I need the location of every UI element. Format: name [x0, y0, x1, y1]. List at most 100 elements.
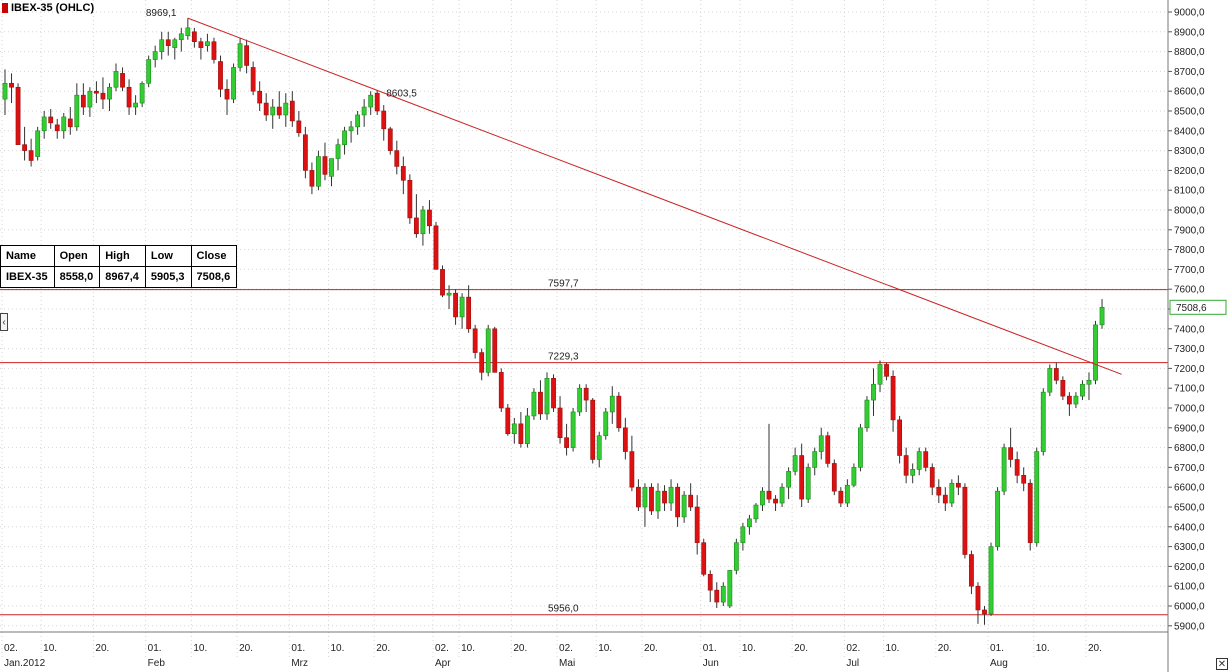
candle [1086, 372, 1092, 401]
candle-body-up [237, 43, 243, 68]
candle [316, 150, 321, 191]
x-tick-label: 10. [598, 643, 612, 654]
candle [551, 374, 556, 412]
candle-body-down [263, 102, 269, 116]
candle-body-down [975, 585, 981, 611]
candle [276, 91, 282, 119]
candle-body-down [276, 106, 282, 116]
x-month-label: Aug [990, 658, 1008, 669]
x-tick-label: 10. [886, 643, 900, 654]
candle [733, 538, 739, 575]
candle [557, 396, 563, 444]
candle-body-up [818, 435, 824, 452]
candle-body-down [413, 217, 419, 235]
info-value-open: 8558,0 [53, 266, 101, 288]
candle-body-down [191, 31, 197, 42]
candle [786, 467, 791, 500]
candle-body-up [159, 39, 165, 52]
candle [472, 324, 478, 359]
candle [133, 95, 138, 115]
candle [80, 83, 86, 115]
candle-body-down [302, 134, 308, 171]
candle [779, 483, 785, 507]
candle-body-up [348, 126, 354, 132]
candle-body-down [694, 506, 700, 543]
x-tick-label: 10. [193, 643, 207, 654]
candle [420, 206, 426, 246]
candle-body-down [688, 494, 694, 508]
candle-body-up [577, 387, 583, 413]
candle-body-down [1066, 395, 1072, 405]
candle-body-down [616, 395, 622, 429]
candle-body-up [368, 94, 374, 108]
collapse-panel-button[interactable]: ‹ [0, 313, 8, 331]
candle [662, 485, 667, 511]
candle-body-down [564, 437, 569, 448]
candle [466, 285, 472, 333]
info-value-name: IBEX-35 [0, 266, 55, 288]
candle [165, 31, 171, 56]
candle [479, 348, 485, 381]
candle [107, 83, 112, 111]
candle-body-up [779, 486, 785, 504]
grid [0, 0, 1168, 658]
candle [433, 221, 439, 270]
candle-body-up [1086, 379, 1092, 385]
level-label: 7229,3 [548, 352, 579, 363]
peak-label: 8969,1 [146, 8, 177, 19]
candle [1066, 392, 1072, 416]
y-tick-label: 6300,0 [1174, 542, 1205, 553]
candle-body-down [936, 486, 942, 496]
candle [1034, 447, 1040, 547]
info-header-low: Low [144, 245, 192, 267]
candle [15, 83, 21, 145]
candle [440, 265, 445, 298]
candle-body-up [355, 114, 361, 128]
candle [603, 408, 609, 440]
x-axis: 02. Jan.2012 10. 20. 01. Feb 10. 20. 01. Mrz 10. 20… [0, 631, 1168, 669]
candle [35, 126, 41, 161]
candle [962, 483, 968, 559]
candle-body-down [407, 180, 413, 219]
candle-body-down [662, 490, 667, 504]
candle [28, 138, 34, 167]
candle [897, 415, 903, 464]
x-tick-label: 10. [43, 643, 57, 654]
candle-body-down [799, 455, 805, 500]
candle-body-down [583, 387, 589, 401]
candle-body-up [152, 51, 158, 60]
candle-body-up [485, 328, 491, 373]
candle [381, 105, 387, 141]
candle-body-down [538, 391, 543, 415]
candle-body-up [524, 415, 530, 444]
candle [531, 388, 537, 420]
candle-body-down [374, 92, 380, 112]
candle-body-up [753, 504, 759, 520]
candle-body-up [61, 116, 67, 132]
candle [570, 408, 576, 452]
candle [838, 487, 844, 507]
candle [178, 27, 184, 52]
x-tick-label: 20. [644, 643, 658, 654]
candle [884, 362, 889, 381]
candle [773, 495, 778, 511]
x-tick-label: 20. [513, 643, 527, 654]
candle-body-up [1040, 391, 1046, 452]
candle-body-down [296, 120, 302, 134]
x-tick-label: 20. [376, 643, 390, 654]
x-tick-label: 02. [846, 643, 860, 654]
candle-body-up [113, 71, 119, 88]
candle [871, 368, 876, 416]
y-tick-label: 7200,0 [1174, 364, 1205, 375]
candle [263, 93, 269, 121]
candle [805, 463, 811, 504]
candle [942, 487, 948, 511]
candle-body-down [218, 61, 223, 90]
candle [41, 111, 47, 139]
candle-body-up [1093, 324, 1098, 381]
candle [335, 138, 341, 171]
candle [1040, 388, 1046, 456]
x-month-label: Feb [148, 658, 166, 669]
candle [87, 87, 93, 117]
close-chart-button[interactable]: ✕ [1216, 658, 1228, 670]
